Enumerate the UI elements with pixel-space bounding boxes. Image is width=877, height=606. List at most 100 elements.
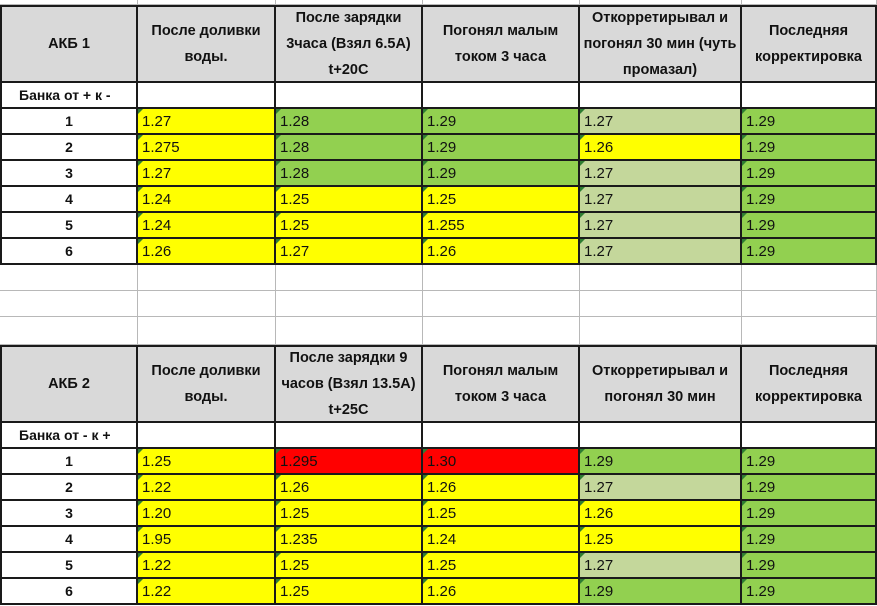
- empty-cell[interactable]: [580, 423, 742, 449]
- empty-cell[interactable]: [0, 0, 138, 5]
- value-cell[interactable]: 1.29: [742, 501, 877, 527]
- value-cell[interactable]: 1.22: [138, 579, 276, 605]
- table-title-cell[interactable]: АКБ 1: [0, 5, 138, 83]
- value-cell[interactable]: 1.30: [423, 449, 580, 475]
- bank-label-cell[interactable]: Банка от + к -: [0, 83, 138, 109]
- value-cell[interactable]: 1.295: [276, 449, 423, 475]
- value-cell[interactable]: 1.29: [742, 449, 877, 475]
- empty-cell[interactable]: [580, 83, 742, 109]
- empty-cell[interactable]: [138, 83, 276, 109]
- empty-cell[interactable]: [742, 291, 877, 317]
- empty-cell[interactable]: [0, 291, 138, 317]
- bank-number-cell[interactable]: 6: [0, 579, 138, 605]
- empty-cell[interactable]: [276, 317, 423, 345]
- bank-number-cell[interactable]: 4: [0, 527, 138, 553]
- value-cell[interactable]: 1.25: [276, 213, 423, 239]
- value-cell[interactable]: 1.27: [138, 109, 276, 135]
- empty-cell[interactable]: [580, 291, 742, 317]
- value-cell[interactable]: 1.27: [580, 161, 742, 187]
- value-cell[interactable]: 1.25: [276, 501, 423, 527]
- empty-cell[interactable]: [580, 265, 742, 291]
- value-cell[interactable]: 1.24: [138, 187, 276, 213]
- empty-cell[interactable]: [580, 0, 742, 5]
- empty-cell[interactable]: [138, 423, 276, 449]
- value-cell[interactable]: 1.29: [742, 239, 877, 265]
- value-cell[interactable]: 1.28: [276, 109, 423, 135]
- bank-number-cell[interactable]: 2: [0, 475, 138, 501]
- value-cell[interactable]: 1.24: [138, 213, 276, 239]
- value-cell[interactable]: 1.25: [423, 187, 580, 213]
- value-cell[interactable]: 1.29: [742, 527, 877, 553]
- value-cell[interactable]: 1.255: [423, 213, 580, 239]
- empty-cell[interactable]: [423, 291, 580, 317]
- empty-cell[interactable]: [0, 317, 138, 345]
- empty-cell[interactable]: [138, 291, 276, 317]
- value-cell[interactable]: 1.29: [580, 579, 742, 605]
- column-header-cell[interactable]: Последняя корректировка: [742, 345, 877, 423]
- value-cell[interactable]: 1.95: [138, 527, 276, 553]
- value-cell[interactable]: 1.27: [580, 187, 742, 213]
- value-cell[interactable]: 1.25: [276, 553, 423, 579]
- value-cell[interactable]: 1.20: [138, 501, 276, 527]
- value-cell[interactable]: 1.29: [423, 161, 580, 187]
- column-header-cell[interactable]: Погонял малым током 3 часа: [423, 5, 580, 83]
- bank-number-cell[interactable]: 3: [0, 161, 138, 187]
- empty-cell[interactable]: [423, 0, 580, 5]
- bank-number-cell[interactable]: 1: [0, 109, 138, 135]
- value-cell[interactable]: 1.27: [276, 239, 423, 265]
- empty-cell[interactable]: [742, 83, 877, 109]
- empty-cell[interactable]: [423, 265, 580, 291]
- empty-cell[interactable]: [276, 0, 423, 5]
- bank-number-cell[interactable]: 5: [0, 213, 138, 239]
- value-cell[interactable]: 1.29: [742, 553, 877, 579]
- empty-cell[interactable]: [0, 265, 138, 291]
- value-cell[interactable]: 1.29: [580, 449, 742, 475]
- value-cell[interactable]: 1.29: [423, 109, 580, 135]
- value-cell[interactable]: 1.25: [138, 449, 276, 475]
- value-cell[interactable]: 1.27: [580, 109, 742, 135]
- value-cell[interactable]: 1.26: [580, 501, 742, 527]
- value-cell[interactable]: 1.26: [423, 579, 580, 605]
- value-cell[interactable]: 1.25: [423, 553, 580, 579]
- value-cell[interactable]: 1.29: [423, 135, 580, 161]
- value-cell[interactable]: 1.235: [276, 527, 423, 553]
- value-cell[interactable]: 1.29: [742, 135, 877, 161]
- value-cell[interactable]: 1.27: [138, 161, 276, 187]
- empty-cell[interactable]: [742, 423, 877, 449]
- value-cell[interactable]: 1.29: [742, 213, 877, 239]
- value-cell[interactable]: 1.29: [742, 187, 877, 213]
- table-title-cell[interactable]: АКБ 2: [0, 345, 138, 423]
- column-header-cell[interactable]: Погонял малым током 3 часа: [423, 345, 580, 423]
- column-header-cell[interactable]: Последняя корректировка: [742, 5, 877, 83]
- empty-cell[interactable]: [138, 0, 276, 5]
- value-cell[interactable]: 1.27: [580, 553, 742, 579]
- value-cell[interactable]: 1.27: [580, 213, 742, 239]
- empty-cell[interactable]: [423, 317, 580, 345]
- value-cell[interactable]: 1.29: [742, 579, 877, 605]
- value-cell[interactable]: 1.28: [276, 135, 423, 161]
- empty-cell[interactable]: [423, 83, 580, 109]
- column-header-cell[interactable]: После зарядки 9 часов (Взял 13.5А) t+25С: [276, 345, 423, 423]
- value-cell[interactable]: 1.25: [423, 501, 580, 527]
- bank-number-cell[interactable]: 3: [0, 501, 138, 527]
- empty-cell[interactable]: [276, 291, 423, 317]
- value-cell[interactable]: 1.26: [138, 239, 276, 265]
- empty-cell[interactable]: [138, 265, 276, 291]
- value-cell[interactable]: 1.26: [423, 475, 580, 501]
- bank-number-cell[interactable]: 6: [0, 239, 138, 265]
- value-cell[interactable]: 1.26: [423, 239, 580, 265]
- value-cell[interactable]: 1.26: [580, 135, 742, 161]
- column-header-cell[interactable]: Откорретирывал и погонял 30 мин: [580, 345, 742, 423]
- column-header-cell[interactable]: Откорретирывал и погонял 30 мин (чуть пр…: [580, 5, 742, 83]
- value-cell[interactable]: 1.275: [138, 135, 276, 161]
- value-cell[interactable]: 1.22: [138, 475, 276, 501]
- value-cell[interactable]: 1.22: [138, 553, 276, 579]
- column-header-cell[interactable]: После зарядки 3часа (Взял 6.5А) t+20С: [276, 5, 423, 83]
- bank-number-cell[interactable]: 1: [0, 449, 138, 475]
- value-cell[interactable]: 1.24: [423, 527, 580, 553]
- value-cell[interactable]: 1.28: [276, 161, 423, 187]
- empty-cell[interactable]: [742, 317, 877, 345]
- bank-label-cell[interactable]: Банка от - к +: [0, 423, 138, 449]
- value-cell[interactable]: 1.27: [580, 475, 742, 501]
- empty-cell[interactable]: [580, 317, 742, 345]
